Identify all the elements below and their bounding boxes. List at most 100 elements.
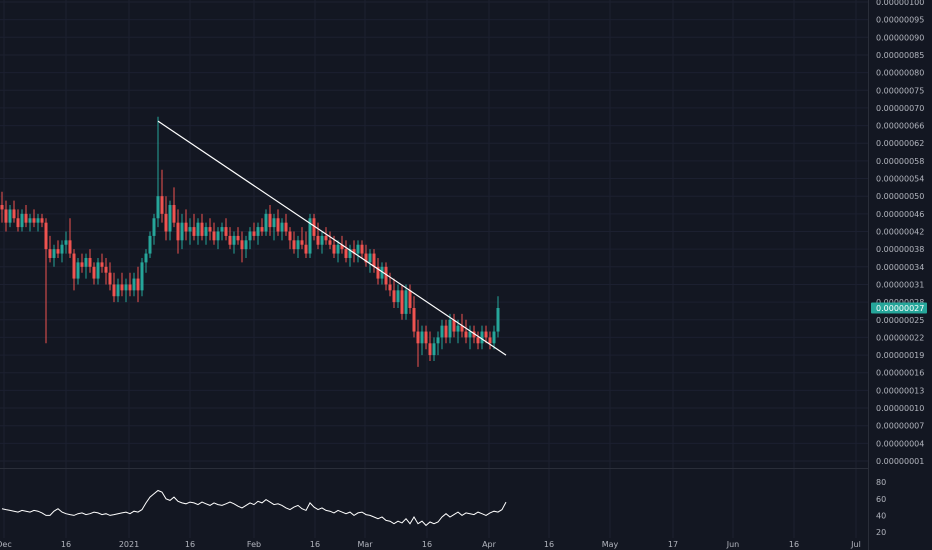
candle[interactable] <box>180 213 184 250</box>
candle[interactable] <box>32 209 36 228</box>
candle[interactable] <box>276 209 280 236</box>
candle[interactable] <box>296 235 300 258</box>
candle[interactable] <box>220 222 224 241</box>
candlestick-series[interactable] <box>0 116 500 367</box>
candle[interactable] <box>76 257 80 285</box>
candle[interactable] <box>120 272 124 297</box>
candle[interactable] <box>156 116 160 228</box>
candle[interactable] <box>92 262 96 285</box>
candle[interactable] <box>328 231 332 250</box>
candle[interactable] <box>256 222 260 245</box>
candle[interactable] <box>132 272 136 297</box>
candle[interactable] <box>456 319 460 344</box>
candle[interactable] <box>80 253 84 273</box>
candle[interactable] <box>496 296 500 338</box>
candle[interactable] <box>312 213 316 241</box>
candle[interactable] <box>68 218 72 258</box>
candle[interactable] <box>348 244 352 267</box>
candle[interactable] <box>476 331 480 350</box>
candle[interactable] <box>44 218 48 344</box>
candle[interactable] <box>480 325 484 350</box>
candle[interactable] <box>60 240 64 263</box>
candle[interactable] <box>48 235 52 263</box>
candle[interactable] <box>4 200 8 232</box>
candle[interactable] <box>136 266 140 303</box>
candle[interactable] <box>224 218 228 241</box>
candle[interactable] <box>208 218 212 241</box>
candle[interactable] <box>368 249 372 273</box>
candle[interactable] <box>164 196 168 241</box>
candle[interactable] <box>88 249 92 273</box>
candle[interactable] <box>100 253 104 273</box>
candle[interactable] <box>372 249 376 273</box>
candle[interactable] <box>28 213 32 232</box>
candle[interactable] <box>128 272 132 297</box>
candle[interactable] <box>416 319 420 367</box>
candle[interactable] <box>464 319 468 344</box>
candle[interactable] <box>320 231 324 254</box>
candle[interactable] <box>144 249 148 273</box>
candle[interactable] <box>124 278 128 303</box>
price-axis[interactable]: 0.00000100 0.00000095 0.00000090 0.00000085… <box>876 0 924 466</box>
candle[interactable] <box>392 278 396 308</box>
candle[interactable] <box>488 331 492 350</box>
candle[interactable] <box>384 262 388 291</box>
candle[interactable] <box>252 222 256 241</box>
candle[interactable] <box>408 284 412 314</box>
candle[interactable] <box>260 218 264 236</box>
candle[interactable] <box>36 213 40 232</box>
candle[interactable] <box>448 313 452 344</box>
candle[interactable] <box>104 257 108 285</box>
candle[interactable] <box>432 337 436 361</box>
candle[interactable] <box>16 209 20 232</box>
candle[interactable] <box>216 227 220 250</box>
candle[interactable] <box>472 325 476 344</box>
candle[interactable] <box>412 296 416 338</box>
candle[interactable] <box>96 257 100 285</box>
candle[interactable] <box>292 231 296 254</box>
candle[interactable] <box>212 222 216 245</box>
candle[interactable] <box>204 222 208 245</box>
candle[interactable] <box>12 200 16 223</box>
candle[interactable] <box>336 240 340 263</box>
candle[interactable] <box>84 253 88 279</box>
candle[interactable] <box>344 240 348 263</box>
candle[interactable] <box>300 227 304 250</box>
candle[interactable] <box>0 191 4 223</box>
candle[interactable] <box>308 213 312 258</box>
candle[interactable] <box>400 284 404 320</box>
candle[interactable] <box>280 218 284 241</box>
candle[interactable] <box>228 227 232 250</box>
candle[interactable] <box>160 169 164 223</box>
candle[interactable] <box>148 231 152 258</box>
candle[interactable] <box>380 262 384 285</box>
candle[interactable] <box>396 284 400 308</box>
candle[interactable] <box>116 278 120 303</box>
candle[interactable] <box>484 325 488 344</box>
candle[interactable] <box>244 235 248 258</box>
candle[interactable] <box>64 231 68 254</box>
candle[interactable] <box>184 209 188 241</box>
trendline[interactable] <box>157 120 507 356</box>
candle[interactable] <box>428 331 432 361</box>
candle[interactable] <box>152 213 156 245</box>
candle[interactable] <box>324 227 328 245</box>
candle[interactable] <box>52 244 56 267</box>
candle[interactable] <box>304 231 308 258</box>
candle[interactable] <box>468 325 472 350</box>
oscillator-axis[interactable]: 80 60 40 20 <box>876 478 886 537</box>
candle[interactable] <box>248 227 252 250</box>
candle[interactable] <box>240 231 244 263</box>
candle[interactable] <box>360 240 364 258</box>
candle[interactable] <box>376 257 380 285</box>
candle[interactable] <box>424 325 428 350</box>
candle[interactable] <box>24 205 28 228</box>
candle[interactable] <box>352 240 356 263</box>
time-axis[interactable]: Dec 16 2021 16 Feb 16 Mar 16 Apr 16 May 17 Jun 16 Jul <box>0 540 861 549</box>
candle[interactable] <box>316 222 320 250</box>
candle[interactable] <box>288 227 292 250</box>
candle[interactable] <box>200 213 204 241</box>
candle[interactable] <box>452 313 456 338</box>
candle[interactable] <box>172 187 176 228</box>
candle[interactable] <box>56 240 60 258</box>
